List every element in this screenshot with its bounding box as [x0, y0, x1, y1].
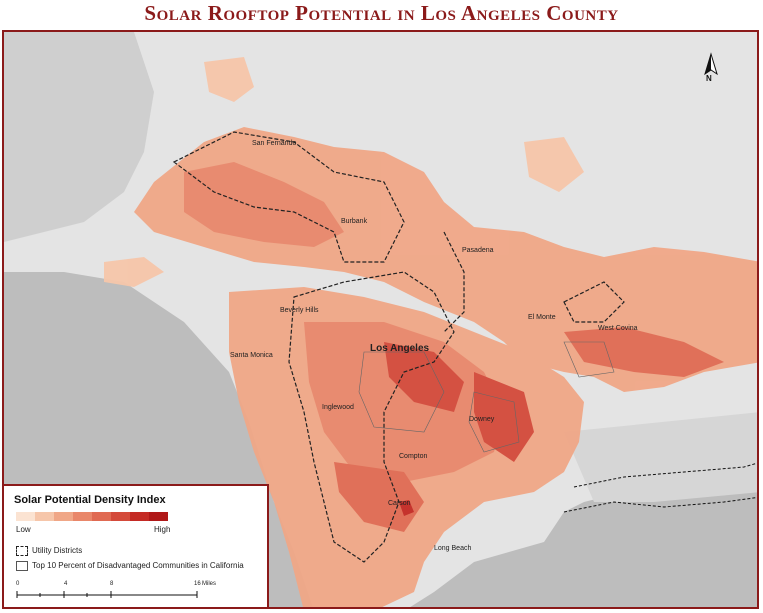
utility-district-symbol [16, 546, 28, 556]
map-canvas[interactable]: San Fernando Burbank Pasadena Beverly Hi… [2, 30, 759, 609]
legend-high-label: High [154, 525, 171, 534]
place-long-beach: Long Beach [434, 545, 472, 552]
scale-bar: 0 4 8 16 Miles [16, 581, 216, 605]
place-beverly-hills: Beverly Hills [280, 307, 319, 314]
ramp-swatch-7 [130, 512, 149, 521]
north-arrow: N [699, 52, 723, 88]
legend-disadvantaged-label: Top 10 Percent of Disadvantaged Communit… [32, 561, 244, 570]
ramp-swatch-6 [111, 512, 130, 521]
place-carson: Carson [388, 500, 411, 507]
north-arrow-icon [704, 52, 718, 76]
ramp-swatch-2 [35, 512, 54, 521]
scale-tick-4: 4 [64, 581, 68, 587]
north-label: N [706, 74, 712, 83]
place-el-monte: El Monte [528, 314, 556, 321]
scale-bar-graphic [16, 591, 198, 598]
ramp-swatch-4 [73, 512, 92, 521]
legend-utility-label: Utility Districts [32, 546, 83, 555]
solar-density-layer [104, 57, 757, 607]
utility-district-lines [172, 131, 625, 563]
place-pasadena: Pasadena [462, 247, 494, 254]
map-graphic [4, 32, 757, 607]
place-downey: Downey [469, 416, 495, 423]
scale-tick-0: 0 [16, 581, 20, 587]
ramp-swatch-5 [92, 512, 111, 521]
place-santa-monica: Santa Monica [230, 352, 273, 359]
ramp-swatch-8 [149, 512, 168, 521]
ramp-swatch-1 [16, 512, 35, 521]
county-line [573, 462, 757, 488]
scale-unit: Miles [202, 581, 217, 587]
place-compton: Compton [399, 453, 428, 460]
map-title: Solar Rooftop Potential in Los Angeles C… [144, 1, 619, 25]
place-los-angeles: Los Angeles [370, 343, 430, 354]
legend-title: Solar Potential Density Index [14, 494, 166, 506]
legend-low-label: Low [16, 525, 31, 534]
place-inglewood: Inglewood [322, 404, 354, 411]
color-ramp [16, 512, 168, 521]
hills-west [4, 32, 154, 242]
legend-panel: Solar Potential Density Index Low High U… [4, 484, 269, 607]
disadvantaged-outlines [358, 341, 615, 453]
scale-tick-16: 16 [194, 581, 201, 587]
scale-tick-8: 8 [110, 581, 114, 587]
place-burbank: Burbank [341, 218, 368, 225]
place-san-fernando: San Fernando [252, 140, 297, 147]
ramp-swatch-3 [54, 512, 73, 521]
county-line-2 [563, 497, 757, 513]
hills-south-east [564, 412, 757, 502]
disadvantaged-symbol [16, 561, 28, 571]
place-west-covina: West Covina [598, 325, 638, 332]
